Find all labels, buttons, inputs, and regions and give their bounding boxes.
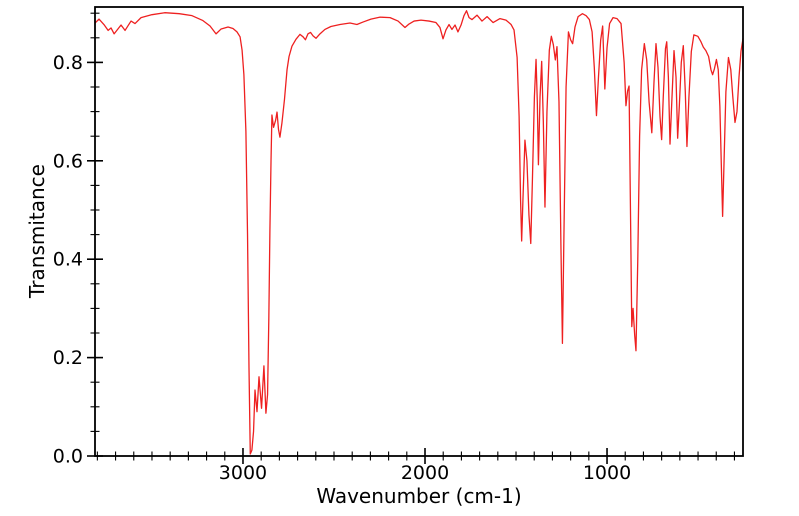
plot-border (94, 6, 744, 457)
y-tick-label: 0.2 (53, 347, 83, 369)
y-tick-label: 0.4 (53, 249, 83, 271)
y-tick-label: 0.0 (53, 446, 83, 468)
plot-generated-layer: 3000 2000 1000 0.0 0.2 0.4 0.6 0.8 (53, 6, 744, 484)
spectrum-line (94, 10, 744, 455)
x-tick-label: 3000 (219, 462, 267, 484)
y-tick-label: 0.8 (53, 52, 83, 74)
x-axis-label: Wavenumber (cm-1) (316, 484, 521, 508)
x-tick-label: 2000 (401, 462, 449, 484)
y-axis-label: Transmitance (25, 164, 49, 299)
y-tick-label: 0.6 (53, 150, 83, 172)
x-tick-label: 1000 (583, 462, 631, 484)
